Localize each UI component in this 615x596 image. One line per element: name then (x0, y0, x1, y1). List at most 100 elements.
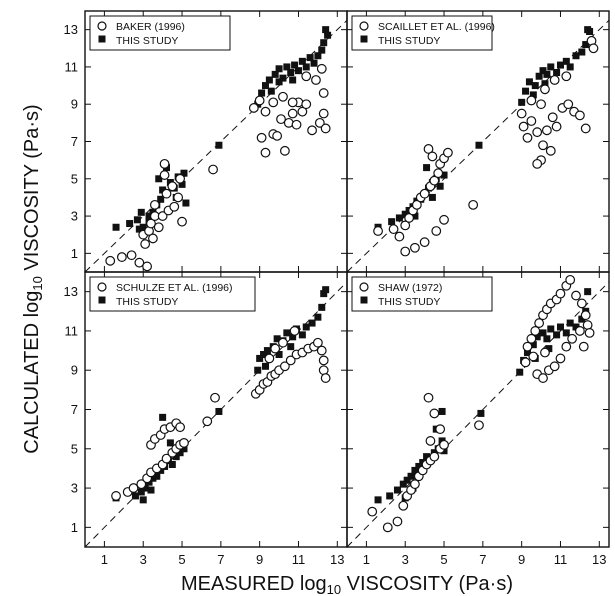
data-point-square (215, 141, 223, 149)
data-point-circle (116, 252, 127, 262)
data-point-circle (382, 522, 393, 533)
data-point-circle (547, 112, 558, 123)
data-point-circle (291, 119, 302, 130)
data-point-circle (574, 326, 585, 336)
x-tick-label: 5 (440, 552, 447, 567)
data-point-square (275, 351, 283, 358)
data-point-square (438, 407, 446, 415)
data-point-circle (541, 125, 552, 136)
data-point-square (254, 366, 262, 374)
data-point-square (308, 319, 316, 327)
x-tick-label: 3 (140, 552, 147, 567)
data-point-square (318, 303, 326, 311)
data-point-circle (169, 201, 180, 212)
data-point-square (258, 89, 266, 97)
legend-label: BAKER (1996) (116, 21, 185, 33)
legend-box (351, 276, 493, 312)
data-point-square (415, 462, 423, 470)
data-point-square (287, 69, 295, 77)
data-point-circle (538, 373, 548, 383)
data-point-square (516, 368, 524, 376)
data-point-circle (254, 95, 265, 106)
data-point-square (399, 480, 407, 488)
data-point-square (553, 331, 561, 339)
data-point-circle (561, 341, 572, 352)
x-tick-label: 5 (178, 552, 185, 567)
data-point-circle (167, 181, 178, 192)
data-point-circle (439, 439, 449, 450)
y-tick-label: 3 (71, 481, 78, 496)
data-point-square (260, 351, 268, 358)
legend-box (89, 15, 231, 51)
data-point-square (135, 225, 143, 233)
data-point-square (531, 82, 539, 90)
data-point-square (302, 323, 310, 331)
data-point-circle (297, 106, 308, 117)
data-point-square (566, 319, 574, 327)
data-point-circle (316, 63, 327, 74)
data-point-square (149, 474, 157, 482)
data-point-square (423, 164, 431, 172)
data-point-square (256, 354, 264, 362)
data-point-circle (320, 373, 331, 383)
y-axis-title: CALCULATED log10 VISCOSITY (Pa·s) (21, 104, 45, 453)
data-point-circle (279, 361, 290, 372)
data-point-square (275, 78, 283, 86)
panel-top-right: SCAILLET ET AL. (1996) THIS STUDY (346, 10, 610, 273)
data-point-square (283, 329, 291, 337)
data-point-circle (578, 341, 589, 352)
data-points (105, 26, 332, 272)
data-point-square (572, 52, 580, 60)
legend-square-marker (98, 296, 106, 304)
data-point-circle (367, 506, 378, 517)
data-point-circle (410, 479, 420, 490)
data-point-square (298, 57, 306, 65)
data-point-circle (526, 333, 537, 344)
data-point-circle (311, 75, 321, 85)
data-point-circle (287, 108, 298, 119)
data-point-circle (289, 326, 300, 336)
data-point-square (578, 48, 586, 56)
data-point-circle (429, 408, 440, 419)
data-point-square (539, 67, 547, 75)
data-point-circle (111, 491, 121, 501)
data-point-circle (528, 351, 539, 362)
data-point-square (584, 288, 592, 296)
data-point-square (584, 26, 592, 34)
data-point-circle (433, 168, 444, 179)
data-point-square (131, 492, 139, 500)
data-point-circle (278, 337, 288, 348)
data-point-square (112, 223, 120, 231)
data-point-square (566, 63, 574, 71)
data-point-square (553, 69, 561, 77)
data-point-square (562, 57, 570, 65)
legend-circle-marker (97, 21, 107, 31)
data-point-circle (210, 392, 220, 403)
data-point-circle (429, 175, 440, 186)
x-tick-label: 13 (330, 552, 344, 567)
data-point-square (541, 80, 549, 88)
data-point-circle (264, 353, 275, 364)
data-point-square (279, 74, 287, 82)
data-point-square (141, 484, 149, 492)
data-point-square (139, 496, 147, 504)
data-point-circle (588, 43, 599, 54)
data-point-square (180, 445, 188, 453)
data-point-circle (268, 97, 279, 108)
data-point-square (545, 345, 553, 353)
data-point-circle (532, 158, 543, 169)
data-point-square (436, 182, 444, 190)
y-tick-label: 5 (71, 441, 78, 456)
data-point-square (298, 331, 306, 339)
data-point-circle (538, 140, 548, 151)
data-point-circle (161, 453, 172, 464)
data-point-square (556, 61, 564, 69)
data-point-square (320, 290, 328, 298)
data-point-square (166, 439, 174, 447)
legend-label: SCHULZE ET AL. (1996) (116, 282, 233, 294)
data-point-square (310, 59, 318, 67)
data-point-circle (404, 213, 415, 223)
data-point-circle (208, 164, 218, 175)
data-point-square (547, 63, 555, 71)
